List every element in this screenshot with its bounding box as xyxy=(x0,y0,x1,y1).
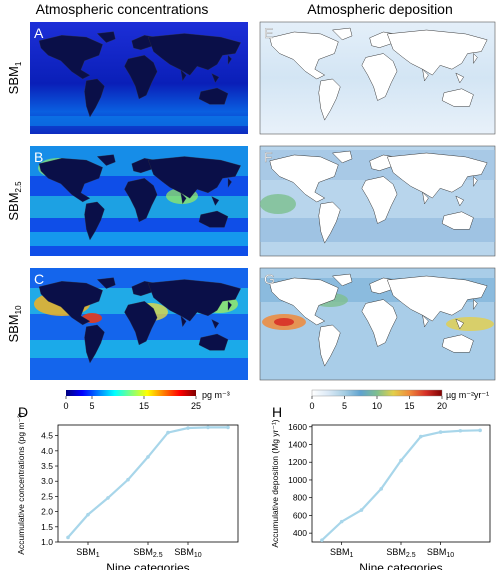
data-point xyxy=(379,487,384,491)
row-label-base: SBM xyxy=(6,66,21,94)
y-tick-label: 3.5 xyxy=(41,461,53,471)
colorbar-tick-label: 5 xyxy=(89,401,94,411)
row-label-sbm1: SBM1 xyxy=(6,61,23,94)
y-tick-label: 2.0 xyxy=(41,507,53,517)
data-point xyxy=(359,508,364,512)
x-tick-label: SBM2.5 xyxy=(386,547,415,559)
x-tick-label: SBM2.5 xyxy=(133,547,162,559)
y-tick-label: 1.0 xyxy=(41,537,53,547)
colorbar-deposition: 0 5 10 15 20 µg m⁻²yr⁻¹ xyxy=(309,389,489,411)
colorbar-tick-label: 25 xyxy=(191,401,201,411)
row-label-sub: 2.5 xyxy=(14,181,23,193)
data-point xyxy=(66,535,70,540)
data-point xyxy=(166,430,170,435)
y-tick-label: 2.5 xyxy=(41,491,53,501)
colorbar-tick-label: 20 xyxy=(437,401,447,411)
panel-letter-c: C xyxy=(34,271,44,287)
row-label-sbm2-5: SBM2.5 xyxy=(6,181,23,221)
panel-letter-d: D xyxy=(18,404,28,420)
data-point xyxy=(86,512,90,517)
x-axis-label: Nine categories xyxy=(359,561,442,570)
y-tick-label: 4.0 xyxy=(41,446,53,456)
data-point xyxy=(320,538,324,543)
row-label-base: SBM xyxy=(6,314,21,342)
data-point xyxy=(438,430,443,434)
panel-letter-g: G xyxy=(264,271,275,287)
y-tick-label: 1.5 xyxy=(41,522,53,532)
y-axis-label: Accumulative deposition (Mg yr⁻¹) xyxy=(270,419,280,547)
y-tick-label: 3.0 xyxy=(41,476,53,486)
colorbar-concentration: 0 5 15 25 pg m⁻³ xyxy=(63,390,230,411)
data-point xyxy=(478,428,482,433)
panel-letter-e: E xyxy=(264,25,273,41)
colorbar-tick-label: 0 xyxy=(309,401,314,411)
row-label-sub: 1 xyxy=(14,61,23,66)
y-axis-label: Accumulative concentrations (pg m⁻³) xyxy=(16,412,26,555)
y-tick-label: 4.5 xyxy=(41,431,53,441)
map-panel-c: C xyxy=(30,268,248,380)
y-tick-label: 1400 xyxy=(288,440,307,450)
data-point xyxy=(226,425,230,430)
y-tick-label: 600 xyxy=(293,510,307,520)
colorbar-tick-label: 10 xyxy=(372,401,382,411)
svg-text:SBM10: SBM10 xyxy=(6,305,23,343)
y-tick-label: 1000 xyxy=(288,475,307,485)
map-panel-g: G xyxy=(259,267,496,381)
y-tick-label: 800 xyxy=(293,493,307,503)
colorbar-unit: µg m⁻²yr⁻¹ xyxy=(446,390,489,400)
row-label-sub: 10 xyxy=(14,305,23,314)
right-heading: Atmospheric deposition xyxy=(307,1,453,17)
row-label-sbm10: SBM10 xyxy=(6,305,23,343)
map-panel-a: A xyxy=(30,22,248,134)
svg-text:SBM2.5: SBM2.5 xyxy=(6,181,23,221)
map-panel-b: B xyxy=(30,146,248,256)
y-tick-label: 1200 xyxy=(288,457,307,467)
y-tick-label: 1600 xyxy=(288,422,307,432)
colorbar-tick-label: 15 xyxy=(404,401,414,411)
y-tick-label: 400 xyxy=(293,528,307,538)
panel-letter-b: B xyxy=(34,149,43,165)
data-point xyxy=(146,455,150,459)
panel-letter-h: H xyxy=(272,404,282,420)
data-point xyxy=(186,426,190,430)
x-tick-label: SBM10 xyxy=(174,547,201,559)
x-tick-label: SBM1 xyxy=(76,547,100,559)
series-line xyxy=(67,426,228,539)
data-point xyxy=(106,496,110,500)
colorbar-unit: pg m⁻³ xyxy=(202,390,230,400)
line-chart-d: D 1.0 1.5 2.0 2.5 3.0 3.5 4.0 4.5 SBM1 SBM2.5 SBM10… xyxy=(16,404,239,570)
row-label-base: SBM xyxy=(6,192,21,220)
left-heading: Atmospheric concentrations xyxy=(36,1,209,17)
data-point xyxy=(126,477,130,482)
x-tick-label: SBM1 xyxy=(330,547,354,559)
line-chart-h: H 400 600 800 1000 1200 1400 1600 SBM1 SBM2.5 SBM1… xyxy=(270,404,491,570)
colorbar-tick-label: 5 xyxy=(342,401,347,411)
data-point xyxy=(339,519,344,524)
panel-letter-a: A xyxy=(34,25,44,41)
data-point xyxy=(458,428,463,433)
x-axis-label: Nine categories xyxy=(106,561,189,570)
panel-letter-f: F xyxy=(264,149,273,165)
map-panel-e: E xyxy=(259,21,496,135)
series-line xyxy=(321,429,481,542)
x-tick-label: SBM10 xyxy=(427,547,454,559)
colorbar-tick-label: 15 xyxy=(139,401,149,411)
data-point xyxy=(418,434,423,439)
data-point xyxy=(206,425,210,430)
svg-text:SBM1: SBM1 xyxy=(6,61,23,94)
plot-frame xyxy=(57,424,239,543)
map-panel-f: F xyxy=(259,145,496,257)
data-point xyxy=(399,458,403,463)
colorbar-tick-label: 0 xyxy=(63,401,68,411)
